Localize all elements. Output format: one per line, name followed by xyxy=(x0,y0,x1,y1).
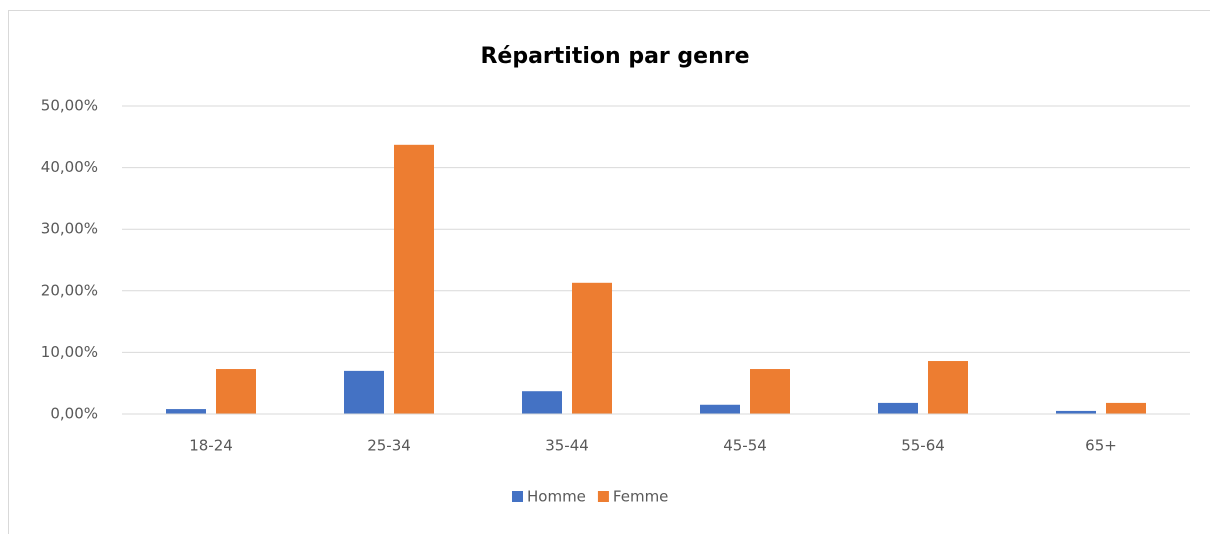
bar xyxy=(700,404,740,414)
bar xyxy=(878,402,918,414)
bar xyxy=(216,369,256,414)
y-tick-label: 50,00% xyxy=(41,97,98,115)
chart-frame xyxy=(8,10,1210,534)
bar xyxy=(1106,402,1146,414)
bar xyxy=(750,369,790,414)
bar xyxy=(928,361,968,414)
y-tick-label: 40,00% xyxy=(41,158,98,176)
x-tick-label: 65+ xyxy=(1085,437,1117,455)
y-tick-label: 30,00% xyxy=(41,220,98,238)
y-tick-label: 20,00% xyxy=(41,281,98,299)
x-tick-label: 25-34 xyxy=(367,437,411,455)
x-tick-label: 35-44 xyxy=(545,437,589,455)
y-tick-label: 0,00% xyxy=(50,405,98,423)
x-tick-label: 18-24 xyxy=(189,437,233,455)
bar xyxy=(166,409,206,414)
x-tick-label: 55-64 xyxy=(901,437,945,455)
bar xyxy=(394,144,434,415)
legend-swatch xyxy=(597,491,609,502)
x-tick-label: 45-54 xyxy=(723,437,767,455)
bar xyxy=(572,282,612,414)
chart-title: Répartition par genre xyxy=(480,44,749,69)
y-tick-label: 10,00% xyxy=(41,343,98,361)
legend-label: Femme xyxy=(613,488,669,506)
bar xyxy=(344,370,384,414)
bar xyxy=(1056,410,1096,414)
legend-swatch xyxy=(512,491,523,502)
bar xyxy=(522,391,562,414)
legend-label: Homme xyxy=(527,488,586,506)
